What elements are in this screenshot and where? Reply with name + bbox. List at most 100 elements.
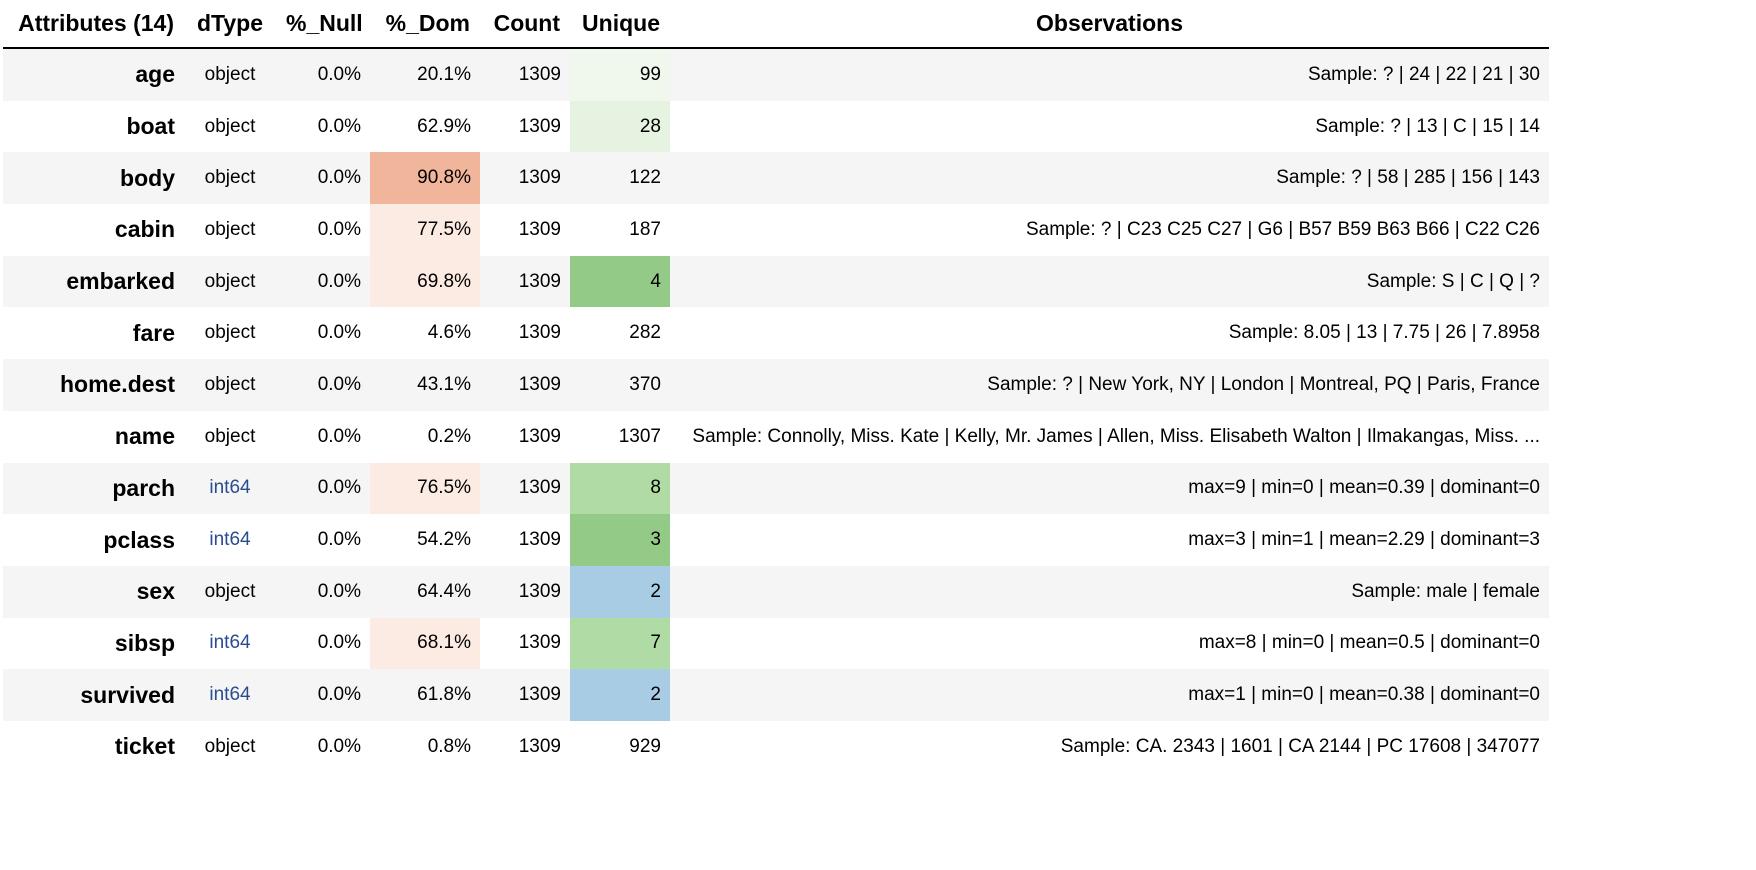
attribute-name-cell: survived	[80, 681, 175, 708]
table-row: sex object 0.0% 64.4% 1309 2 Sample: male | fe…	[3, 565, 1549, 618]
count-cell: 1309	[518, 270, 561, 292]
header-dtype: dType	[184, 0, 276, 49]
count-cell: 1309	[518, 529, 561, 551]
attribute-name-cell: body	[120, 164, 175, 191]
unique-cell: 3	[570, 514, 670, 566]
table-row: ticket object 0.0% 0.8% 1309 929 Sample: CA. 2…	[3, 720, 1549, 773]
dominant-percent-cell: 64.4%	[417, 580, 471, 602]
header-observations: Observations	[670, 0, 1549, 49]
attribute-name-cell: pclass	[103, 526, 175, 553]
observations-cell: Sample: Connolly, Miss. Kate | Kelly, Mr…	[692, 425, 1540, 447]
null-percent-cell: 0.0%	[317, 373, 361, 395]
header-count: Count	[480, 0, 570, 49]
count-cell: 1309	[518, 218, 561, 240]
table-row: survived int64 0.0% 61.8% 1309 2 max=1 | min=0…	[3, 669, 1549, 721]
attribute-name-cell: name	[114, 423, 175, 450]
dominant-percent-cell: 62.9%	[417, 115, 471, 137]
observations-cell: max=9 | min=0 | mean=0.39 | dominant=0	[1188, 477, 1540, 499]
header-attributes: Attributes (14)	[3, 0, 184, 49]
dtype-cell: int64	[209, 632, 251, 654]
dominant-percent-cell: 54.2%	[417, 529, 471, 551]
null-percent-cell: 0.0%	[317, 735, 361, 757]
attribute-name-cell: sex	[136, 578, 175, 605]
observations-cell: max=3 | min=1 | mean=2.29 | dominant=3	[1188, 529, 1540, 551]
dtype-cell: object	[204, 322, 256, 344]
count-cell: 1309	[518, 63, 561, 85]
unique-cell: 282	[629, 322, 661, 344]
null-percent-cell: 0.0%	[317, 167, 361, 189]
dominant-percent-cell: 61.8%	[417, 684, 471, 706]
dtype-cell: object	[204, 63, 256, 85]
table-row: home.dest object 0.0% 43.1% 1309 370 Sample: ?…	[3, 359, 1549, 411]
attribute-name-cell: fare	[132, 319, 175, 346]
table-body: age object 0.0% 20.1% 1309 99 Sample: ? | 24 |…	[3, 48, 1549, 773]
dtype-cell: object	[204, 735, 256, 757]
attribute-name-cell: ticket	[114, 733, 175, 760]
unique-cell: 370	[629, 373, 661, 395]
dominant-percent-cell: 76.5%	[370, 462, 480, 515]
count-cell: 1309	[518, 115, 561, 137]
observations-cell: Sample: ? | 13 | C | 15 | 14	[1315, 115, 1540, 137]
dominant-percent-cell: 77.5%	[370, 204, 480, 256]
dtype-cell: object	[204, 373, 256, 395]
count-cell: 1309	[518, 477, 561, 499]
table-row: name object 0.0% 0.2% 1309 1307 Sample: Connol…	[3, 410, 1549, 463]
observations-cell: Sample: ? | 24 | 22 | 21 | 30	[1307, 63, 1540, 85]
observations-cell: Sample: S | C | Q | ?	[1366, 270, 1540, 292]
header-unique: Unique	[570, 0, 670, 49]
dtype-cell: int64	[209, 684, 251, 706]
count-cell: 1309	[518, 632, 561, 654]
dtype-cell: object	[204, 167, 256, 189]
attribute-name-cell: boat	[126, 113, 175, 140]
table-row: sibsp int64 0.0% 68.1% 1309 7 max=8 | min=0 | …	[3, 617, 1549, 670]
table-row: pclass int64 0.0% 54.2% 1309 3 max=3 | min=1 |…	[3, 514, 1549, 566]
observations-cell: Sample: ? | 58 | 285 | 156 | 143	[1276, 167, 1540, 189]
table-row: body object 0.0% 90.8% 1309 122 Sample: ? | 58…	[3, 152, 1549, 205]
attribute-name-cell: home.dest	[59, 371, 175, 398]
unique-cell: 99	[570, 48, 670, 101]
dominant-percent-cell: 43.1%	[417, 373, 471, 395]
dominant-percent-cell: 68.1%	[370, 617, 480, 670]
dominant-percent-cell: 0.8%	[427, 735, 471, 757]
unique-cell: 2	[570, 565, 670, 618]
null-percent-cell: 0.0%	[317, 115, 361, 137]
count-cell: 1309	[518, 373, 561, 395]
unique-cell: 929	[629, 735, 661, 757]
observations-cell: Sample: male | female	[1351, 580, 1540, 602]
attributes-summary-table: Attributes (14) dType %_Null %_Dom Count…	[3, 0, 1549, 773]
count-cell: 1309	[518, 735, 561, 757]
table-row: fare object 0.0% 4.6% 1309 282 Sample: 8.05 | …	[3, 307, 1549, 360]
dominant-percent-cell: 90.8%	[370, 152, 480, 205]
null-percent-cell: 0.0%	[317, 580, 361, 602]
count-cell: 1309	[518, 322, 561, 344]
null-percent-cell: 0.0%	[317, 322, 361, 344]
header-null: %_Null	[276, 0, 370, 49]
dominant-percent-cell: 69.8%	[370, 255, 480, 308]
observations-cell: Sample: CA. 2343 | 1601 | CA 2144 | PC 1…	[1060, 735, 1540, 757]
null-percent-cell: 0.0%	[317, 632, 361, 654]
table-header-row: Attributes (14) dType %_Null %_Dom Count…	[3, 0, 1549, 49]
unique-cell: 8	[570, 462, 670, 515]
count-cell: 1309	[518, 580, 561, 602]
attribute-name-cell: embarked	[66, 268, 175, 295]
dtype-cell: object	[204, 218, 256, 240]
table-row: embarked object 0.0% 69.8% 1309 4 Sample: S | …	[3, 255, 1549, 308]
observations-cell: Sample: ? | New York, NY | London | Mont…	[987, 373, 1540, 395]
null-percent-cell: 0.0%	[317, 529, 361, 551]
attribute-name-cell: cabin	[114, 216, 175, 243]
dominant-percent-cell: 0.2%	[427, 425, 471, 447]
null-percent-cell: 0.0%	[317, 425, 361, 447]
dtype-cell: int64	[209, 477, 251, 499]
unique-cell: 28	[570, 100, 670, 153]
observations-cell: max=8 | min=0 | mean=0.5 | dominant=0	[1198, 632, 1540, 654]
observations-cell: Sample: ? | C23 C25 C27 | G6 | B57 B59 B…	[1025, 218, 1540, 240]
unique-cell: 122	[629, 167, 661, 189]
null-percent-cell: 0.0%	[317, 270, 361, 292]
table-row: age object 0.0% 20.1% 1309 99 Sample: ? | 24 |…	[3, 48, 1549, 101]
dtype-cell: object	[204, 425, 256, 447]
attribute-name-cell: sibsp	[114, 629, 175, 656]
dtype-cell: int64	[209, 529, 251, 551]
null-percent-cell: 0.0%	[317, 218, 361, 240]
null-percent-cell: 0.0%	[317, 684, 361, 706]
dtype-cell: object	[204, 270, 256, 292]
